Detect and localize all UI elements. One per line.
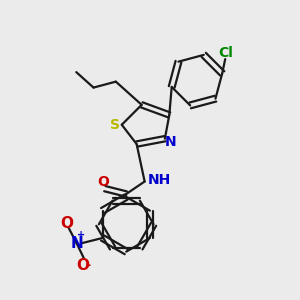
Text: -: - bbox=[85, 259, 90, 272]
Text: O: O bbox=[60, 216, 73, 231]
Text: NH: NH bbox=[148, 173, 172, 187]
Text: O: O bbox=[98, 175, 109, 189]
Text: +: + bbox=[77, 230, 85, 240]
Text: N: N bbox=[70, 236, 83, 251]
Text: S: S bbox=[110, 118, 120, 132]
Text: O: O bbox=[76, 258, 89, 273]
Text: Cl: Cl bbox=[218, 46, 233, 60]
Text: N: N bbox=[165, 135, 177, 149]
